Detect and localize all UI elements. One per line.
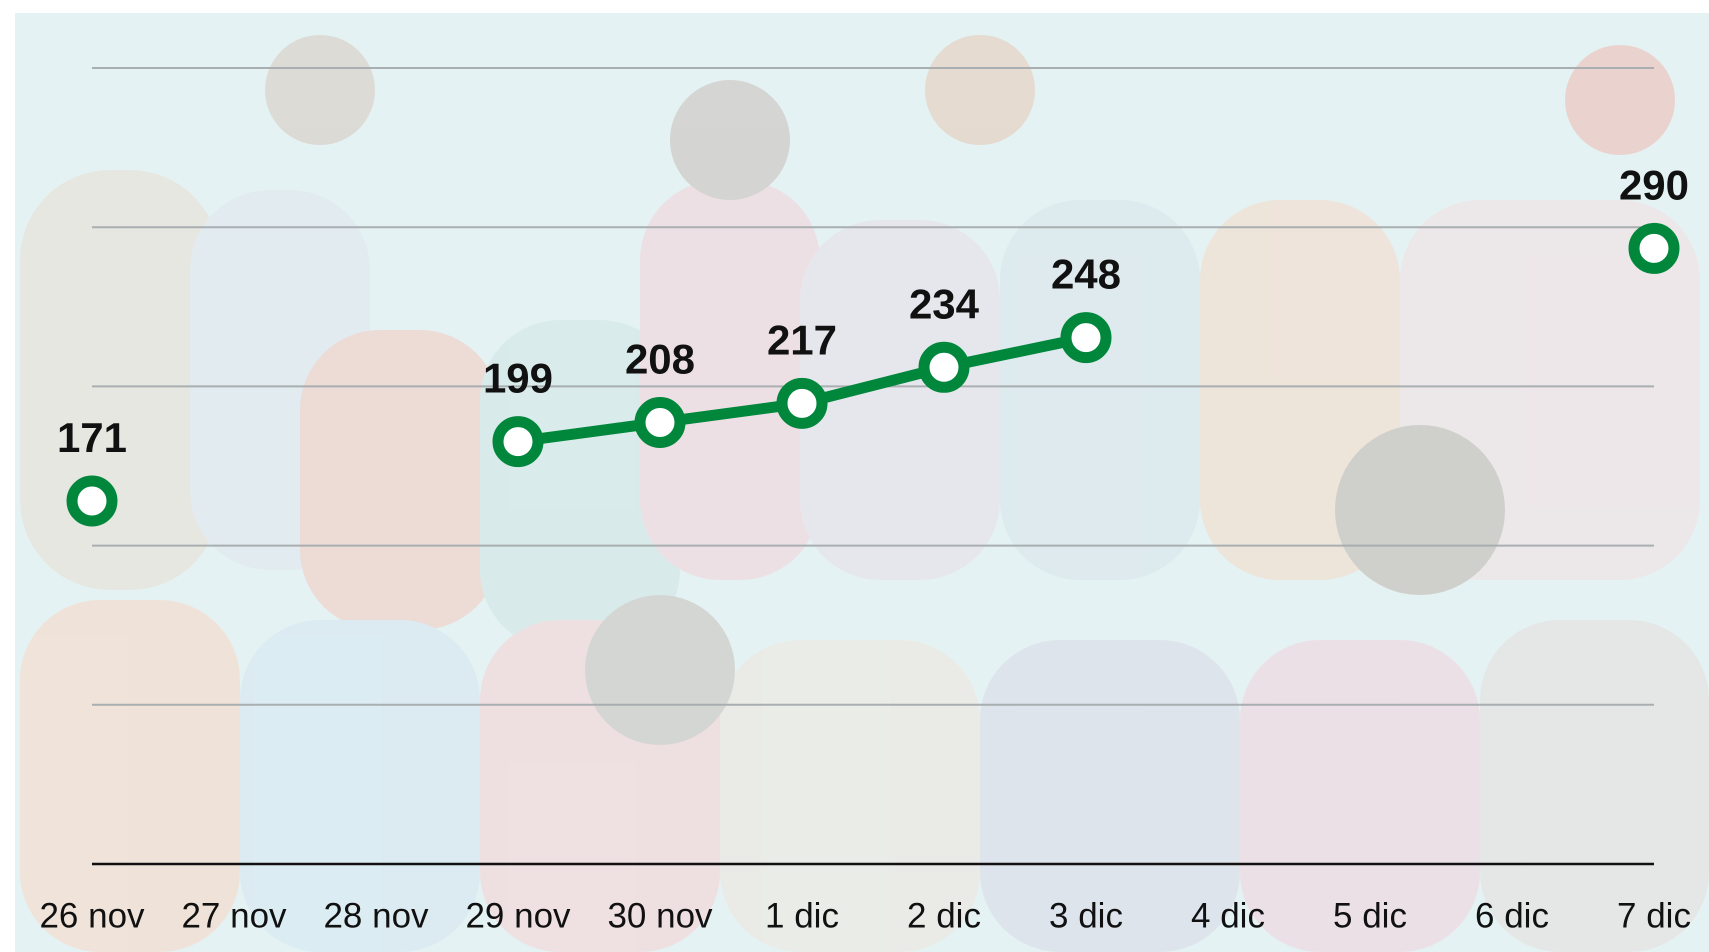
- point-marker: [776, 377, 828, 429]
- data-label: 234: [909, 280, 980, 327]
- data-label: 208: [625, 336, 695, 383]
- data-label: 217: [767, 316, 837, 363]
- point-marker: [66, 475, 118, 527]
- x-tick-label: 3 dic: [1049, 896, 1123, 935]
- x-tick-label: 28 nov: [323, 896, 429, 935]
- data-label: 171: [57, 414, 127, 461]
- point-marker: [1060, 312, 1112, 364]
- point-marker: [634, 396, 686, 448]
- x-tick-label: 1 dic: [765, 896, 839, 935]
- background-illustration: [15, 13, 1709, 952]
- x-tick-label: 30 nov: [607, 896, 713, 935]
- point-marker: [918, 341, 970, 393]
- x-tick-label: 5 dic: [1333, 896, 1407, 935]
- x-tick-label: 29 nov: [465, 896, 571, 935]
- data-label: 248: [1051, 251, 1121, 298]
- point-marker: [1628, 222, 1680, 274]
- x-tick-label: 4 dic: [1191, 896, 1265, 935]
- x-tick-label: 27 nov: [181, 896, 287, 935]
- data-label: 199: [483, 355, 553, 402]
- x-tick-label: 26 nov: [39, 896, 145, 935]
- point-marker: [492, 416, 544, 468]
- x-tick-label: 2 dic: [907, 896, 981, 935]
- data-label: 290: [1619, 162, 1689, 209]
- x-tick-label: 7 dic: [1617, 896, 1691, 935]
- x-tick-label: 6 dic: [1475, 896, 1549, 935]
